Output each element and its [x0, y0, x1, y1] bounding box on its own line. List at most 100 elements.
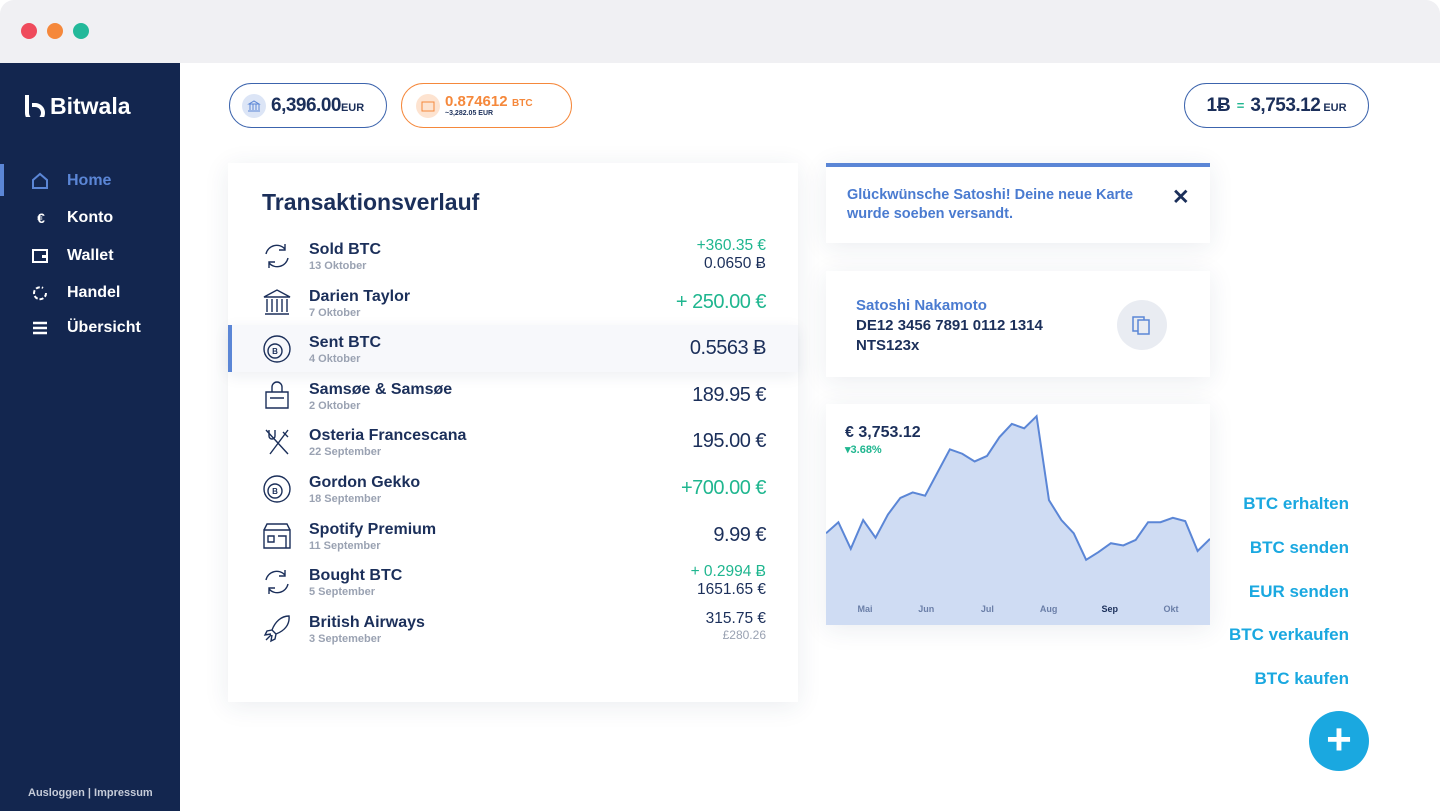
transaction-name[interactable]: Osteria Francescana — [309, 427, 467, 445]
rate-amount: 3,753.12 — [1250, 94, 1321, 116]
transaction-name[interactable]: Sold BTC — [309, 241, 381, 258]
transaction-amount: +360.35 € — [696, 237, 766, 254]
rate-unit: EUR — [1323, 101, 1347, 114]
account-iban: DE12 3456 7891 0112 1314 — [856, 317, 1043, 334]
close-dot[interactable] — [21, 23, 37, 39]
nav-icon — [32, 248, 48, 263]
wallet-icon — [416, 93, 440, 118]
transaction-name[interactable]: Samsøe & Samsøe — [309, 380, 453, 398]
transaction-icon — [265, 381, 289, 409]
min-dot[interactable] — [47, 23, 63, 39]
account-card: Satoshi Nakamoto DE12 3456 7891 0112 131… — [826, 271, 1210, 377]
transaction-date: 22 September — [309, 446, 382, 459]
browser-bar — [0, 0, 1440, 63]
x-tick-label: Jul — [981, 604, 994, 614]
area — [826, 416, 1210, 625]
action-link[interactable]: BTC senden — [1249, 537, 1349, 557]
account-name: Satoshi Nakamoto — [856, 297, 987, 314]
transaction-icon — [265, 570, 289, 595]
x-tick-label: Okt — [1163, 604, 1178, 614]
transaction-date: 11 September — [309, 539, 381, 552]
action-link[interactable]: BTC verkaufen — [1229, 625, 1349, 645]
transaction-name[interactable]: British Airways — [309, 613, 425, 631]
transaction-amount: + 250.00 € — [675, 290, 767, 313]
nav-icon — [33, 321, 47, 335]
brand: Bitwala — [50, 93, 131, 119]
transaction-date: 3 Septemeber — [309, 632, 382, 645]
fiat-balance[interactable]: 6,396.00 EUR — [229, 83, 387, 128]
transaction-amount: 189.95 € — [692, 383, 766, 406]
transaction-date: 13 Oktober — [309, 260, 367, 272]
chart-card: Mai Jun Jul Aug Sep Okt € 3,753.12 ▾3.68% — [826, 404, 1210, 625]
selected-marker — [228, 325, 232, 373]
x-tick-label: Jun — [918, 604, 934, 614]
transaction-name[interactable]: Sent BTC — [309, 334, 381, 352]
fiat-unit: EUR — [340, 101, 365, 114]
line — [826, 414, 1210, 562]
nav-icon — [33, 286, 48, 301]
action-link[interactable]: BTC kaufen — [1254, 669, 1349, 689]
transaction-name[interactable]: Gordon Gekko — [309, 474, 421, 491]
transaction-name[interactable]: Darien Taylor — [309, 287, 411, 305]
nav-item[interactable]: Handel — [67, 283, 121, 301]
nav-item[interactable]: Übersicht — [67, 319, 141, 337]
logo — [25, 95, 45, 117]
btc-equivalent: ~3,282.05 EUR — [445, 110, 494, 117]
rate-equals: = — [1236, 98, 1245, 113]
chart-price: € 3,753.12 — [845, 424, 921, 441]
svg-text:B: B — [272, 347, 278, 356]
transaction-amount: 0.5563 Ƀ — [689, 337, 767, 360]
transaction-icon: B — [263, 335, 291, 363]
rate-left: 1Ƀ — [1206, 94, 1231, 116]
nav-icon: € — [37, 210, 45, 227]
notification-text: Glückwünsche Satoshi! Deine neue Karte w… — [847, 187, 1134, 222]
transaction-icon: B — [263, 475, 291, 503]
transaction-amount: + 0.2994 Ƀ — [690, 563, 766, 581]
btc-unit: BTC — [512, 98, 533, 109]
transaction-amount: 9.99 € — [713, 523, 766, 546]
account-bic: NTS123x — [856, 337, 920, 354]
rate: 1Ƀ = 3,753.12 EUR — [1184, 83, 1369, 128]
copy-button[interactable] — [1117, 300, 1167, 350]
btc-balance[interactable]: 0.874612 BTC ~3,282.05 EUR — [401, 83, 572, 128]
transaction-date: 18 September — [309, 493, 382, 505]
action-link[interactable]: EUR senden — [1248, 581, 1349, 601]
selected-row — [228, 325, 798, 373]
transaction-icon — [263, 288, 291, 315]
nav-icon — [32, 172, 48, 189]
notification: Glückwünsche Satoshi! Deine neue Karte w… — [826, 163, 1210, 243]
chart-change: ▾3.68% — [845, 444, 882, 456]
transaction-date: 7 Oktober — [309, 306, 361, 319]
x-tick-label: Aug — [1040, 604, 1058, 614]
x-tick-label: Sep — [1102, 604, 1119, 614]
transaction-name[interactable]: Spotify Premium — [309, 520, 437, 538]
close-button[interactable]: ✕ — [1172, 186, 1190, 209]
footer-links[interactable]: Ausloggen | Impressum — [28, 787, 153, 799]
transaction-icon — [265, 429, 289, 455]
transaction-icon — [263, 615, 290, 643]
transaction-secondary: £280.26 — [722, 627, 766, 642]
max-dot[interactable] — [73, 23, 89, 39]
active-marker — [0, 164, 4, 196]
nav-item[interactable]: Home — [67, 172, 112, 189]
transaction-amount: +700.00 € — [680, 477, 767, 499]
transaction-secondary: 1651.65 € — [697, 581, 766, 599]
fiat-amount: 6,396.00 — [271, 94, 341, 116]
sidebar: Bitwala Ausloggen | Impressum Home Konto €… — [0, 63, 180, 811]
action-link[interactable]: BTC erhalten — [1243, 494, 1349, 513]
transactions-title: Transaktionsverlauf — [262, 189, 480, 215]
nav-item[interactable]: Wallet — [67, 246, 114, 264]
nav-item[interactable]: Konto — [67, 209, 114, 227]
transaction-icon — [263, 522, 291, 549]
add-button[interactable]: + — [1309, 711, 1369, 771]
svg-text:B: B — [272, 487, 278, 496]
transaction-amount: 195.00 € — [692, 430, 766, 453]
chart: Mai Jun Jul Aug Sep Okt — [826, 414, 1210, 625]
transaction-date: 4 Oktober — [309, 353, 361, 366]
transaction-name[interactable]: Bought BTC — [309, 567, 403, 585]
transaction-amount: 315.75 € — [705, 609, 766, 627]
transactions-card: Transaktionsverlauf Sold BTC 13 Oktober +3… — [228, 163, 798, 702]
x-tick-label: Mai — [857, 604, 872, 614]
transaction-icon — [265, 244, 289, 268]
